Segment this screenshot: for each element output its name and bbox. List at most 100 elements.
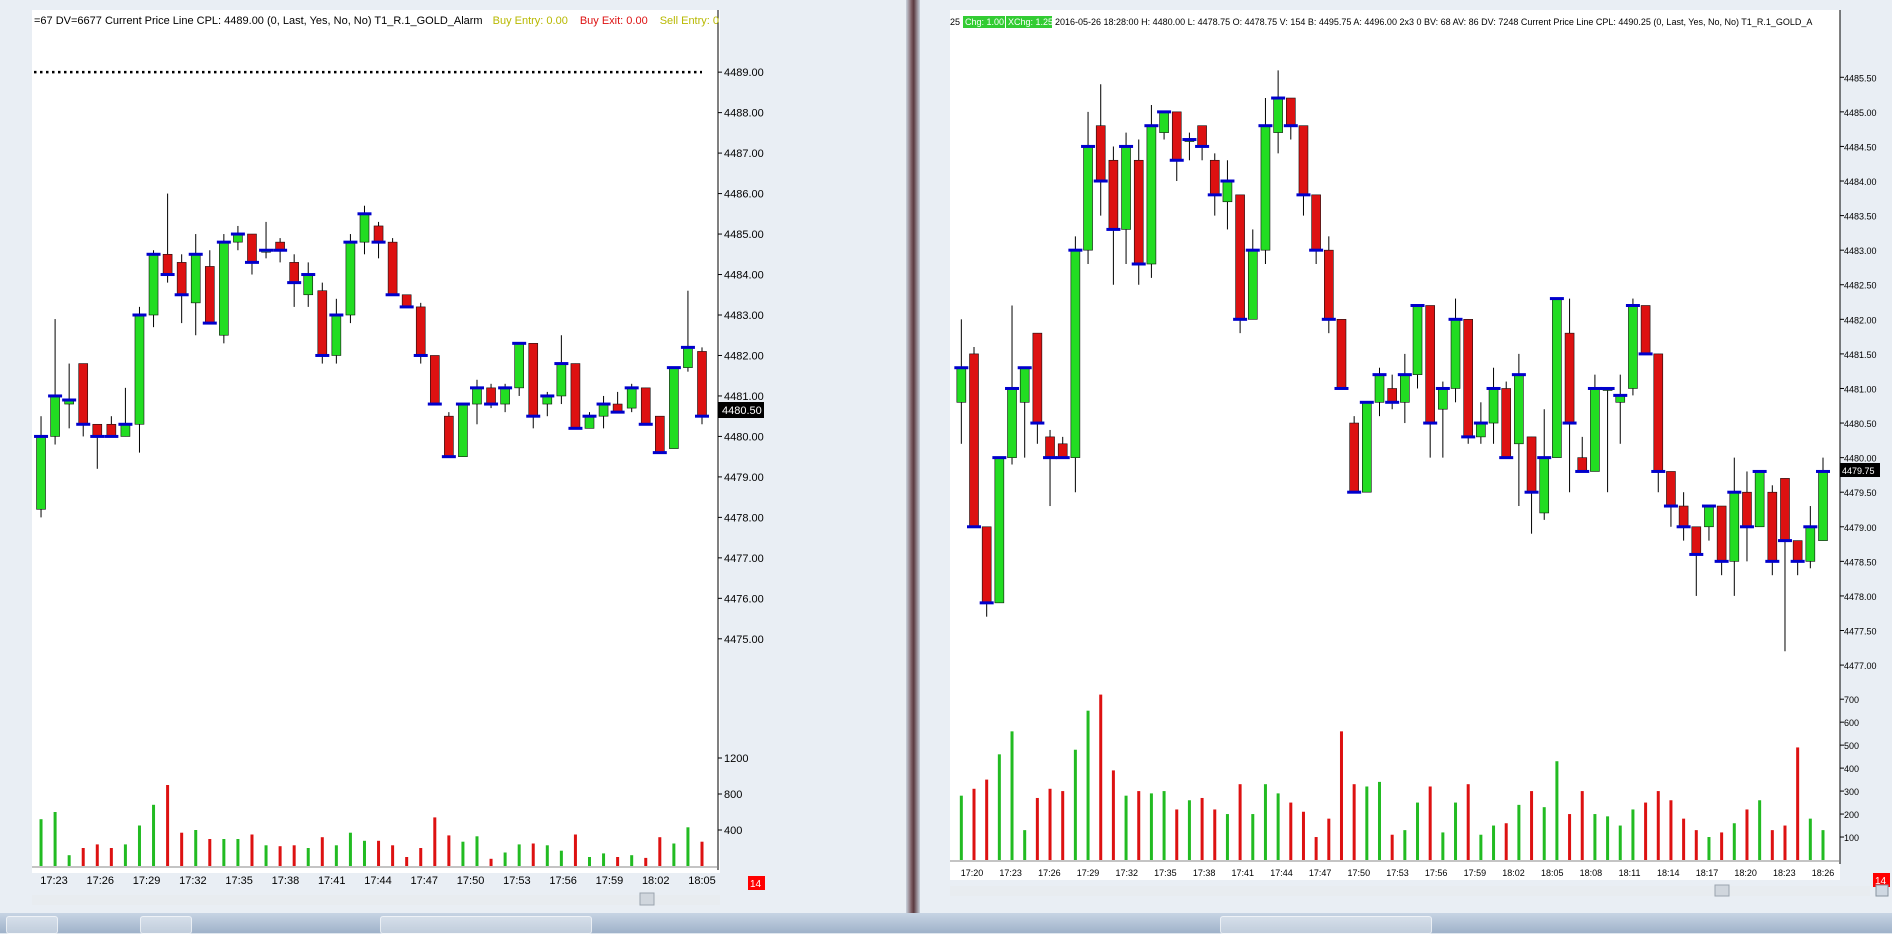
taskbar (0, 913, 1892, 934)
right-time-label: 18:26 (1812, 868, 1835, 878)
right-candle-body (1539, 457, 1550, 514)
right-volume-bar (1289, 802, 1293, 860)
left-volume-bar (700, 841, 704, 866)
right-volume-tick-label: 300 (1844, 787, 1859, 797)
right-volume-bar (1428, 786, 1432, 860)
right-price-tick-label: 4481.00 (1844, 384, 1877, 394)
right-volume-bar (1137, 791, 1141, 860)
left-alert-badge (748, 876, 765, 890)
right-candle-body (1336, 319, 1347, 389)
left-volume-bar (517, 844, 521, 866)
right-volume-bar (1213, 809, 1217, 860)
right-candle-body (1146, 125, 1157, 265)
left-time-label: 17:23 (40, 875, 68, 887)
right-volume-bar (1555, 761, 1559, 860)
left-volume-bar (686, 827, 690, 866)
left-candlestick-chart[interactable]: =67 DV=6677 Current Price Line CPL: 4489… (0, 0, 770, 913)
buy-entry-label: Buy Entry: 0.00 (493, 15, 568, 27)
left-price-tick-label: 4485.00 (724, 229, 764, 241)
right-volume-bar (959, 795, 963, 860)
right-time-label: 18:20 (1734, 868, 1757, 878)
right-time-label: 18:23 (1773, 868, 1796, 878)
right-candle-body (1412, 305, 1423, 375)
taskbar-button[interactable] (6, 916, 58, 934)
left-scrollbar[interactable] (32, 895, 720, 905)
right-price-tick-label: 4480.00 (1844, 454, 1877, 464)
right-candle-body (1083, 146, 1093, 251)
left-candle-body (584, 415, 595, 429)
right-alert-badge (1873, 873, 1890, 887)
right-volume-bar (1707, 837, 1711, 860)
right-volume-bar (1618, 825, 1622, 860)
right-volume-bar (1124, 795, 1128, 860)
right-candles (956, 70, 1828, 652)
left-volume-bar (489, 858, 493, 866)
right-volume-bar (1352, 784, 1356, 860)
left-candle-body (640, 387, 651, 425)
right-candle-body (1628, 305, 1638, 389)
left-volume-bar (250, 834, 254, 866)
right-price-tick-label: 4477.50 (1844, 627, 1877, 637)
right-time-label: 17:44 (1270, 868, 1293, 878)
left-candle-body (697, 351, 707, 417)
right-price-tick-label: 4485.50 (1844, 73, 1877, 83)
left-price-tick-label: 4481.00 (724, 391, 764, 403)
left-candle-body (176, 262, 187, 296)
left-candle-body (78, 363, 89, 425)
right-candle-body (956, 367, 967, 403)
left-price-tick-label: 4484.00 (724, 270, 764, 282)
left-candle-body (50, 395, 60, 437)
left-volume-bar (419, 848, 423, 866)
left-volume-bar (292, 845, 296, 866)
left-candle-body (36, 436, 46, 510)
right-scrollbar[interactable] (950, 886, 1870, 896)
right-volume-bar (1783, 825, 1787, 860)
window-splitter[interactable] (906, 0, 920, 913)
left-scroll-thumb[interactable] (639, 892, 655, 906)
right-candle-body (1729, 491, 1740, 562)
right-candle-body (1273, 97, 1283, 133)
right-scroll-thumb[interactable] (1714, 884, 1730, 897)
taskbar-button[interactable] (140, 916, 192, 934)
right-volume-bar (1149, 793, 1153, 860)
right-price-tick-label: 4477.00 (1844, 661, 1877, 671)
right-volume-bar (1416, 802, 1420, 860)
right-candle-body (1514, 374, 1524, 445)
right-time-label: 17:38 (1193, 868, 1216, 878)
left-candle-body (458, 403, 468, 457)
left-time-label: 17:32 (179, 875, 207, 887)
right-price-tick-label: 4481.50 (1844, 350, 1877, 360)
right-candle-body (1349, 422, 1359, 493)
left-volume-bar (475, 836, 479, 866)
right-time-label: 17:53 (1386, 868, 1409, 878)
left-price-tick-label: 4483.00 (724, 310, 764, 322)
taskbar-button[interactable] (1220, 916, 1432, 934)
left-volume-bar (81, 848, 85, 866)
left-candle-body (626, 387, 637, 409)
left-volume-bar (461, 841, 465, 866)
right-candle-body (1032, 332, 1043, 424)
right-time-label: 18:05 (1541, 868, 1564, 878)
right-xchg-badge (1006, 16, 1052, 28)
left-volume-bar (264, 845, 268, 866)
right-volume-bar (1048, 788, 1052, 860)
left-price-tick-label: 4488.00 (724, 108, 764, 120)
right-time-label: 18:17 (1696, 868, 1719, 878)
right-volume-bar (1390, 834, 1394, 860)
taskbar-button[interactable] (380, 916, 592, 934)
right-volume-bar (972, 788, 976, 860)
left-candle-body (331, 314, 342, 356)
right-volume-bar (1492, 825, 1496, 860)
left-volume-bar (278, 846, 282, 866)
left-candle-body (106, 423, 117, 437)
right-candle-body (1754, 471, 1765, 528)
left-candle-body (190, 253, 201, 304)
right-volume-bar (1441, 832, 1445, 860)
right-scroll-arrow[interactable] (1875, 884, 1889, 897)
left-time-label: 17:53 (503, 875, 531, 887)
right-candlestick-chart[interactable]: 25 Chg: 1.00 XChg: 1.25 2016-05-26 18:28… (918, 0, 1892, 913)
left-volume-bar (67, 855, 71, 866)
right-current-price-box (1840, 463, 1880, 477)
right-candle-body (1425, 305, 1435, 424)
right-volume-bar (1720, 832, 1724, 860)
